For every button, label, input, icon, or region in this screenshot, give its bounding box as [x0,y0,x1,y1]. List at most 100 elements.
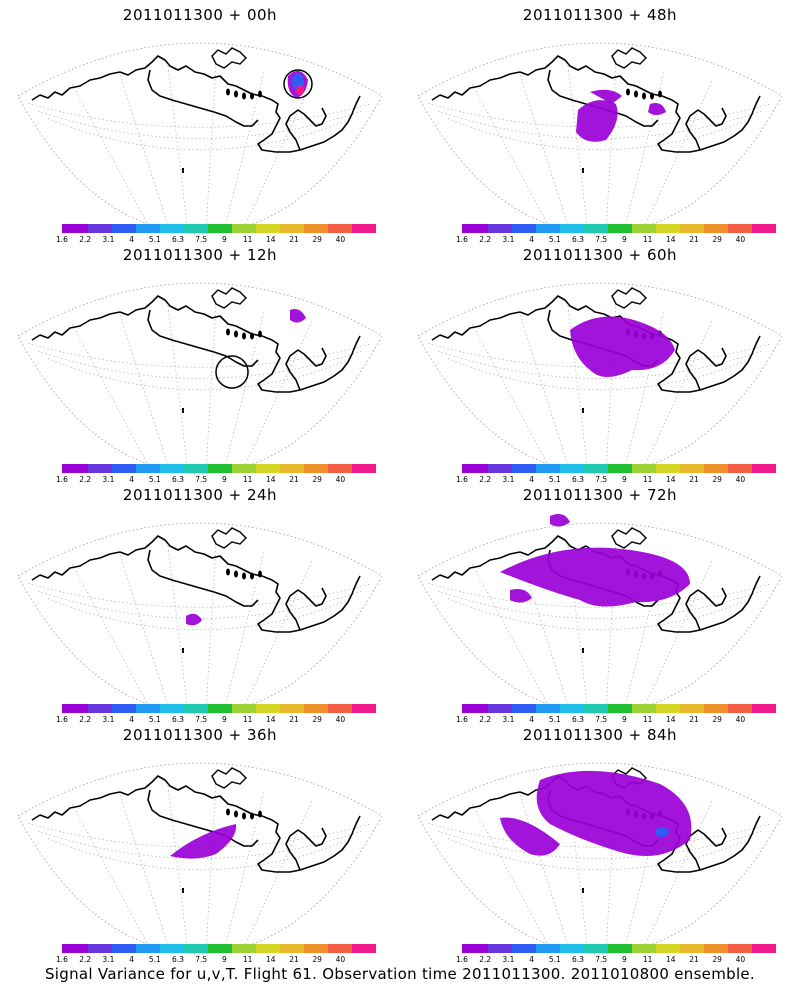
meridian-line [223,71,265,233]
colorbar-label: 14 [266,235,276,244]
colorbar-swatch [704,464,728,473]
latitude-line [47,598,353,631]
variance-region [648,103,666,115]
map-boundary [417,762,783,955]
colorbar-label: 2.2 [479,955,492,964]
colorbar-label: 4 [529,475,534,484]
island [658,90,662,98]
colorbar-label: 4 [129,235,134,244]
colorbar-label: 21 [289,475,299,484]
colorbar-swatch [704,224,728,233]
colorbar-label: 1.6 [456,955,468,964]
latitude-line [47,838,353,871]
coastline [147,69,259,127]
panel-title: 2011011300 + 00h [122,6,278,24]
colorbar-swatch [462,704,488,713]
colorbar-swatch [680,224,704,233]
island [582,168,584,173]
colorbar-swatch [462,944,488,953]
latitude-line [37,830,363,859]
colorbar-swatch [632,704,656,713]
colorbar-swatch [656,224,680,233]
latitude-line [447,838,753,871]
colorbar-swatch [728,464,752,473]
island [234,330,238,338]
colorbar-swatch [752,944,776,953]
colorbar-swatch [328,224,352,233]
island [582,888,584,893]
colorbar-label: 2.2 [79,475,92,484]
colorbar-label: 9 [222,955,227,964]
colorbar-swatch [136,944,160,953]
colorbar [62,464,376,473]
colorbar-label: 21 [289,955,299,964]
colorbar-swatch [536,464,560,473]
latitude-line [27,583,373,608]
colorbar-label: 1.6 [56,955,68,964]
colorbar [62,224,376,233]
colorbar-swatch [728,944,752,953]
map-panel-84h: 2011011300 + 84h 1.6 2.2 3.1 4 5.1 6.3 7.5 9 11 1… [400,720,800,964]
colorbar-label: 3.1 [502,475,515,484]
map-projection [17,762,383,955]
colorbar-swatch [488,944,512,953]
colorbar-label: 29 [312,475,322,484]
meridian-line [471,83,553,233]
colorbar-label: 21 [289,235,299,244]
meridian-line [205,542,217,713]
colorbar-swatch [656,944,680,953]
colorbar-swatch [560,944,584,953]
colorbar [462,224,776,233]
colorbar-label: 7.5 [195,235,208,244]
colorbar-label: 4 [529,715,534,724]
panel-title: 2011011300 + 72h [522,486,678,504]
map-projection [417,282,783,475]
meridian-line [205,782,217,953]
colorbar-swatch [560,704,584,713]
meridian-line [71,323,153,473]
variance-peak [296,85,304,95]
colorbar-swatch [184,464,208,473]
variance-region [550,514,570,527]
meridian-line [623,791,665,953]
panel-title: 2011011300 + 12h [122,246,278,264]
colorbar-swatch [512,224,536,233]
colorbar-label: 40 [335,235,346,244]
colorbar-swatch [160,464,184,473]
colorbar-swatch [88,464,112,473]
colorbar-swatch [208,944,232,953]
coastline-islands [611,47,647,69]
meridian-line [623,311,665,473]
colorbar [62,944,376,953]
latitude-line [27,343,373,368]
polar-map [17,522,383,715]
colorbar-swatch [680,704,704,713]
colorbar-swatch [328,944,352,953]
colorbar-swatch [160,704,184,713]
colorbar-swatch [280,464,304,473]
latitude-line [37,110,363,139]
island [582,408,584,413]
coastline [285,107,327,151]
meridian-line [167,785,189,953]
colorbar-label: 5.1 [148,715,161,724]
colorbar-label: 9 [222,475,227,484]
meridian-line [205,302,217,473]
colorbar-label: 21 [689,955,699,964]
colorbar-label: 5.1 [148,955,161,964]
meridian-line [119,794,171,953]
colorbar-label: 4 [529,235,534,244]
colorbar-swatch [136,464,160,473]
colorbar-label: 7.5 [195,955,208,964]
polar-map [17,42,383,235]
colorbar-swatch [184,224,208,233]
colorbar-labels: 1.6 2.2 3.1 4 5.1 6.3 7.5 9 11 14 21 29 40 [56,715,362,725]
colorbar-label: 11 [242,475,253,484]
colorbar-swatch [88,224,112,233]
figure-caption: Signal Variance for u,v,T. Flight 61. Ob… [44,965,756,983]
colorbar-swatch [88,704,112,713]
colorbar-swatch [328,464,352,473]
colorbar-label: 11 [242,235,253,244]
colorbar-label: 7.5 [595,955,608,964]
coastline [147,789,259,847]
